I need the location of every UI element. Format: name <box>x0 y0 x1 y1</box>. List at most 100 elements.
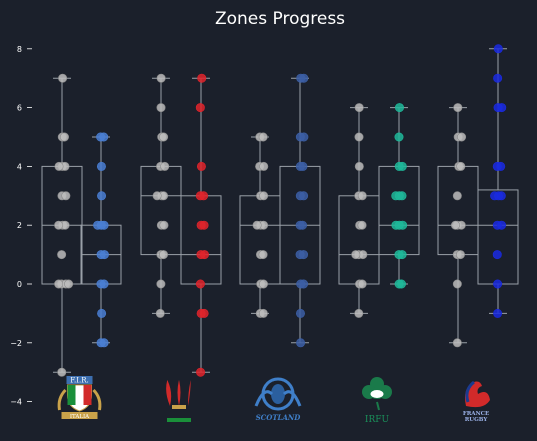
logo-label: F.I.R. <box>70 377 88 385</box>
data-point <box>260 162 268 170</box>
data-point <box>200 309 208 317</box>
data-point <box>93 221 101 229</box>
data-point <box>60 133 68 141</box>
data-point <box>58 368 66 376</box>
data-point <box>253 221 261 229</box>
data-point <box>196 280 204 288</box>
data-point <box>161 162 169 170</box>
data-point <box>197 162 205 170</box>
data-point <box>451 221 459 229</box>
data-point <box>490 192 498 200</box>
data-point <box>358 280 366 288</box>
ball <box>370 390 384 399</box>
data-point <box>259 280 267 288</box>
data-point <box>97 309 105 317</box>
data-point <box>54 221 62 229</box>
data-point <box>457 133 465 141</box>
data-point <box>299 162 307 170</box>
data-point <box>352 250 360 258</box>
y-tick-label: −4 <box>10 398 22 407</box>
crown <box>172 405 186 409</box>
data-point <box>456 250 464 258</box>
data-point <box>100 339 108 347</box>
data-point <box>57 250 65 258</box>
data-point <box>493 74 501 82</box>
thistle <box>271 384 285 404</box>
data-point <box>159 133 167 141</box>
data-point <box>355 309 363 317</box>
y-tick-label: 4 <box>17 162 22 171</box>
data-point <box>100 133 108 141</box>
data-point <box>159 250 167 258</box>
data-point <box>457 162 465 170</box>
data-point <box>493 280 501 288</box>
data-point <box>453 280 461 288</box>
data-point <box>355 133 363 141</box>
data-point <box>497 162 505 170</box>
data-point <box>358 192 366 200</box>
data-point <box>299 192 307 200</box>
data-point <box>493 250 501 258</box>
data-point <box>497 221 505 229</box>
data-point <box>398 162 406 170</box>
data-point <box>494 45 502 53</box>
data-point <box>454 103 462 111</box>
data-point <box>498 103 506 111</box>
data-point <box>54 280 62 288</box>
chart-title: Zones Progress <box>215 9 345 29</box>
data-point <box>395 133 403 141</box>
data-point <box>62 192 70 200</box>
data-point <box>296 309 304 317</box>
data-point <box>453 339 461 347</box>
logo-label: RUGBY <box>465 417 488 423</box>
data-point <box>398 250 406 258</box>
y-tick-label: 6 <box>17 104 22 113</box>
logo-label: SCOTLAND <box>256 413 302 422</box>
y-tick-label: −2 <box>10 339 22 348</box>
data-point <box>55 162 63 170</box>
logo-label: IRFU <box>365 415 390 425</box>
data-point <box>299 250 307 258</box>
data-point <box>100 250 108 258</box>
logo-label: ITALIA <box>70 414 90 420</box>
data-point <box>58 74 66 82</box>
y-tick-label: 8 <box>17 45 22 54</box>
data-point <box>196 368 204 376</box>
flag-red <box>84 385 92 405</box>
data-point <box>157 74 165 82</box>
data-point <box>358 221 366 229</box>
data-point <box>298 221 306 229</box>
data-point <box>300 133 308 141</box>
data-point <box>199 192 207 200</box>
data-point <box>259 250 267 258</box>
data-point <box>153 192 161 200</box>
data-point <box>64 280 72 288</box>
data-point <box>355 103 363 111</box>
data-point <box>97 162 105 170</box>
data-point <box>157 280 165 288</box>
data-point <box>100 280 108 288</box>
data-point <box>259 192 267 200</box>
data-point <box>198 74 206 82</box>
data-point <box>300 74 308 82</box>
data-point <box>97 192 105 200</box>
data-point <box>392 221 400 229</box>
data-point <box>196 103 204 111</box>
data-point <box>200 250 208 258</box>
data-point <box>156 309 164 317</box>
data-point <box>395 103 403 111</box>
data-point <box>453 192 461 200</box>
data-point <box>160 221 168 229</box>
data-point <box>397 280 405 288</box>
data-point <box>493 309 501 317</box>
data-point <box>355 162 363 170</box>
y-tick-label: 0 <box>17 280 22 289</box>
data-point <box>296 339 304 347</box>
data-point <box>259 133 267 141</box>
data-point <box>392 192 400 200</box>
base <box>167 418 191 422</box>
y-tick-label: 2 <box>17 221 22 230</box>
flag-green <box>68 385 76 405</box>
